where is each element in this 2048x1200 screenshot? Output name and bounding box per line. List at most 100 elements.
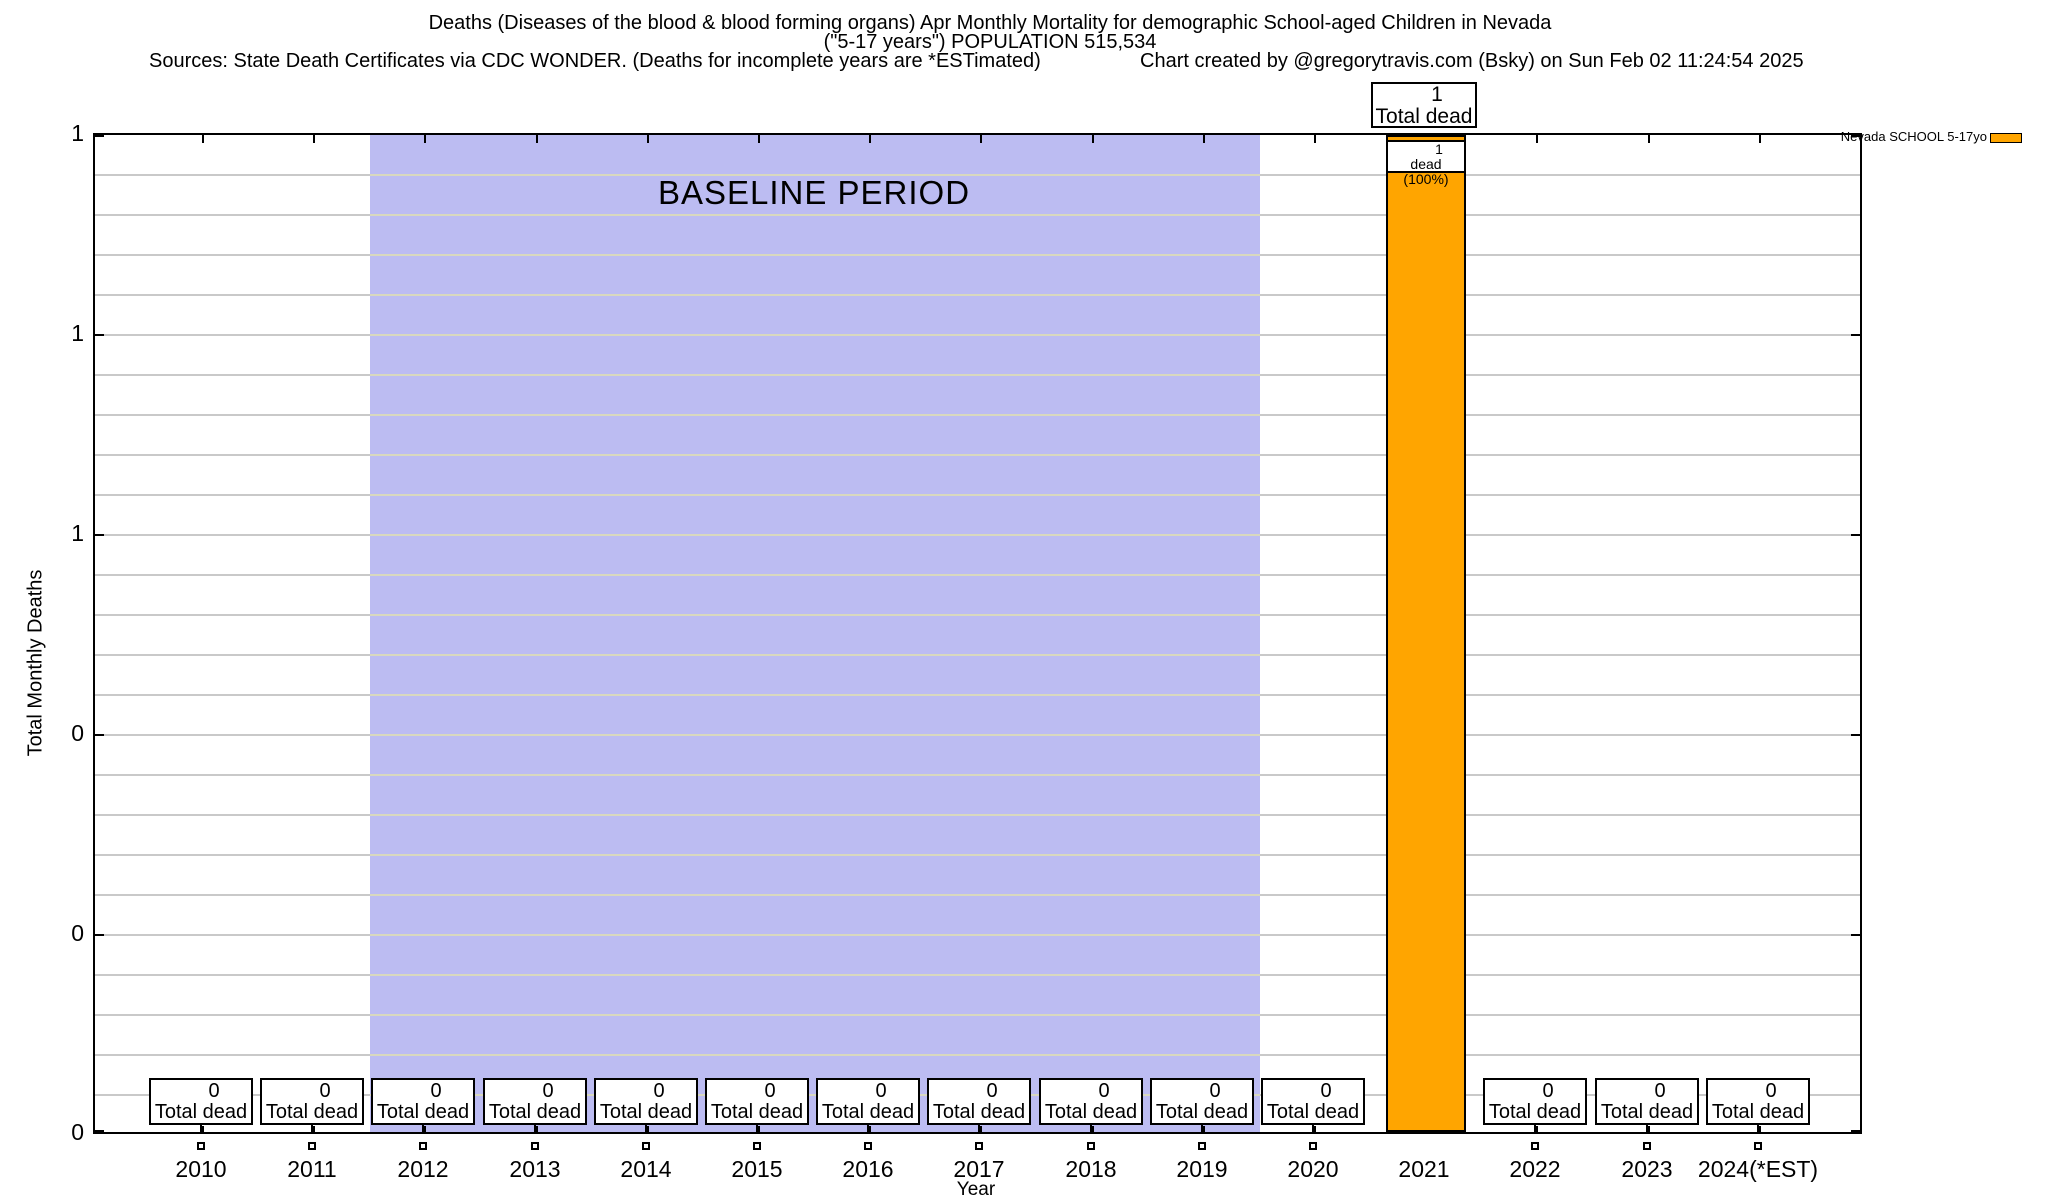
- year-total-value: 0: [1320, 1080, 1332, 1102]
- bar-annotation-box: 1 dead (100%): [1386, 140, 1466, 187]
- category-tick-mark: [1314, 1126, 1316, 1134]
- y-tick-label: 1: [71, 120, 84, 146]
- gridline: [95, 694, 1860, 696]
- category-tick-mark: [758, 135, 760, 143]
- zero-point-marker: [531, 1142, 539, 1150]
- year-total-value: 0: [875, 1080, 887, 1102]
- gridline: [95, 214, 1860, 216]
- year-box-stem: [1757, 1124, 1759, 1132]
- x-tick-label: 2019: [1176, 1156, 1228, 1182]
- legend: Nevada SCHOOL 5-17yo: [1790, 126, 2038, 150]
- category-tick-mark: [202, 135, 204, 143]
- year-box-stem: [867, 1124, 869, 1132]
- year-box-stem: [200, 1124, 202, 1132]
- gridline: [95, 294, 1860, 296]
- category-tick-mark: [869, 135, 871, 143]
- year-total-box: 0 Total dead: [1261, 1078, 1365, 1125]
- x-tick-label: 2012: [397, 1156, 449, 1182]
- total-dead-annotation-box: 1 Total dead: [1371, 82, 1477, 128]
- year-total-box: 0 Total dead: [705, 1078, 809, 1125]
- year-box-stem: [1646, 1124, 1648, 1132]
- baseline-period-region: [370, 135, 1260, 1132]
- sources-note: Sources: State Death Certificates via CD…: [149, 50, 1041, 72]
- chart-title-line1: Deaths (Diseases of the blood & blood fo…: [428, 12, 1552, 34]
- y-tick-label: 0: [71, 1119, 84, 1145]
- gridline: [95, 734, 1860, 736]
- zero-point-marker: [1309, 1142, 1317, 1150]
- year-total-label: Total dead: [1711, 1101, 1805, 1123]
- gridline: [95, 614, 1860, 616]
- y-tick-label: 1: [71, 520, 84, 546]
- year-total-value: 0: [1542, 1080, 1554, 1102]
- year-total-label: Total dead: [932, 1101, 1026, 1123]
- category-tick-mark: [1759, 135, 1761, 143]
- x-tick-label: 2018: [1065, 1156, 1117, 1182]
- year-total-label: Total dead: [488, 1101, 582, 1123]
- x-tick-label: 2013: [509, 1156, 561, 1182]
- year-total-box: 0 Total dead: [371, 1078, 475, 1125]
- year-total-value: 0: [653, 1080, 665, 1102]
- zero-point-marker: [1531, 1142, 1539, 1150]
- deaths-bar-2021: [1386, 135, 1466, 1132]
- year-total-box: 0 Total dead: [483, 1078, 587, 1125]
- year-total-value: 0: [1209, 1080, 1221, 1102]
- category-tick-mark: [758, 1126, 760, 1134]
- total-dead-annotation-value: 1: [1431, 83, 1443, 106]
- chart-title-line2: ("5-17 years") POPULATION 515,534: [823, 31, 1157, 53]
- year-box-stem: [1201, 1124, 1203, 1132]
- year-box-stem: [422, 1124, 424, 1132]
- category-tick-mark: [980, 135, 982, 143]
- y-tick-mark: [95, 334, 104, 336]
- category-tick-mark: [424, 1126, 426, 1134]
- gridline: [95, 334, 1860, 336]
- gridline: [95, 894, 1860, 896]
- year-total-box: 0 Total dead: [149, 1078, 253, 1125]
- category-tick-mark: [202, 1126, 204, 1134]
- year-total-label: Total dead: [1044, 1101, 1138, 1123]
- zero-point-marker: [642, 1142, 650, 1150]
- year-total-box: 0 Total dead: [1483, 1078, 1587, 1125]
- year-box-stem: [1534, 1124, 1536, 1132]
- year-box-stem: [756, 1124, 758, 1132]
- category-tick-mark: [1092, 135, 1094, 143]
- x-tick-label: 2016: [842, 1156, 894, 1182]
- year-total-box: 0 Total dead: [927, 1078, 1031, 1125]
- category-tick-mark: [1203, 135, 1205, 143]
- category-tick-mark: [536, 1126, 538, 1134]
- x-tick-label: 2024(*EST): [1697, 1156, 1819, 1182]
- year-total-label: Total dead: [821, 1101, 915, 1123]
- year-total-label: Total dead: [710, 1101, 804, 1123]
- category-tick-mark: [647, 1126, 649, 1134]
- zero-point-marker: [1198, 1142, 1206, 1150]
- year-total-box: 0 Total dead: [260, 1078, 364, 1125]
- y-tick-mark: [1851, 534, 1860, 536]
- y-tick-label: 0: [71, 720, 84, 746]
- y-tick-mark: [1851, 1130, 1860, 1132]
- gridline: [95, 494, 1860, 496]
- y-tick-mark: [95, 734, 104, 736]
- year-total-box: 0 Total dead: [1150, 1078, 1254, 1125]
- category-tick-mark: [313, 135, 315, 143]
- x-tick-label: 2017: [953, 1156, 1005, 1182]
- category-tick-mark: [869, 1126, 871, 1134]
- zero-point-marker: [1754, 1142, 1762, 1150]
- year-total-label: Total dead: [1266, 1101, 1360, 1123]
- y-tick-label: 0: [71, 920, 84, 946]
- y-tick-mark: [95, 1130, 104, 1132]
- x-tick-label: 2011: [287, 1156, 337, 1182]
- x-tick-label: 2022: [1509, 1156, 1561, 1182]
- gridline: [95, 454, 1860, 456]
- y-tick-mark: [95, 135, 104, 137]
- year-total-value: 0: [208, 1080, 220, 1102]
- gridline: [95, 414, 1860, 416]
- year-box-stem: [978, 1124, 980, 1132]
- x-tick-label: 2014: [620, 1156, 672, 1182]
- gridline: [95, 934, 1860, 936]
- year-total-value: 0: [1098, 1080, 1110, 1102]
- year-box-stem: [534, 1124, 536, 1132]
- year-box-stem: [1090, 1124, 1092, 1132]
- legend-color-swatch: [1990, 133, 2022, 143]
- x-axis-title: Year: [956, 1179, 996, 1200]
- gridline: [95, 174, 1860, 176]
